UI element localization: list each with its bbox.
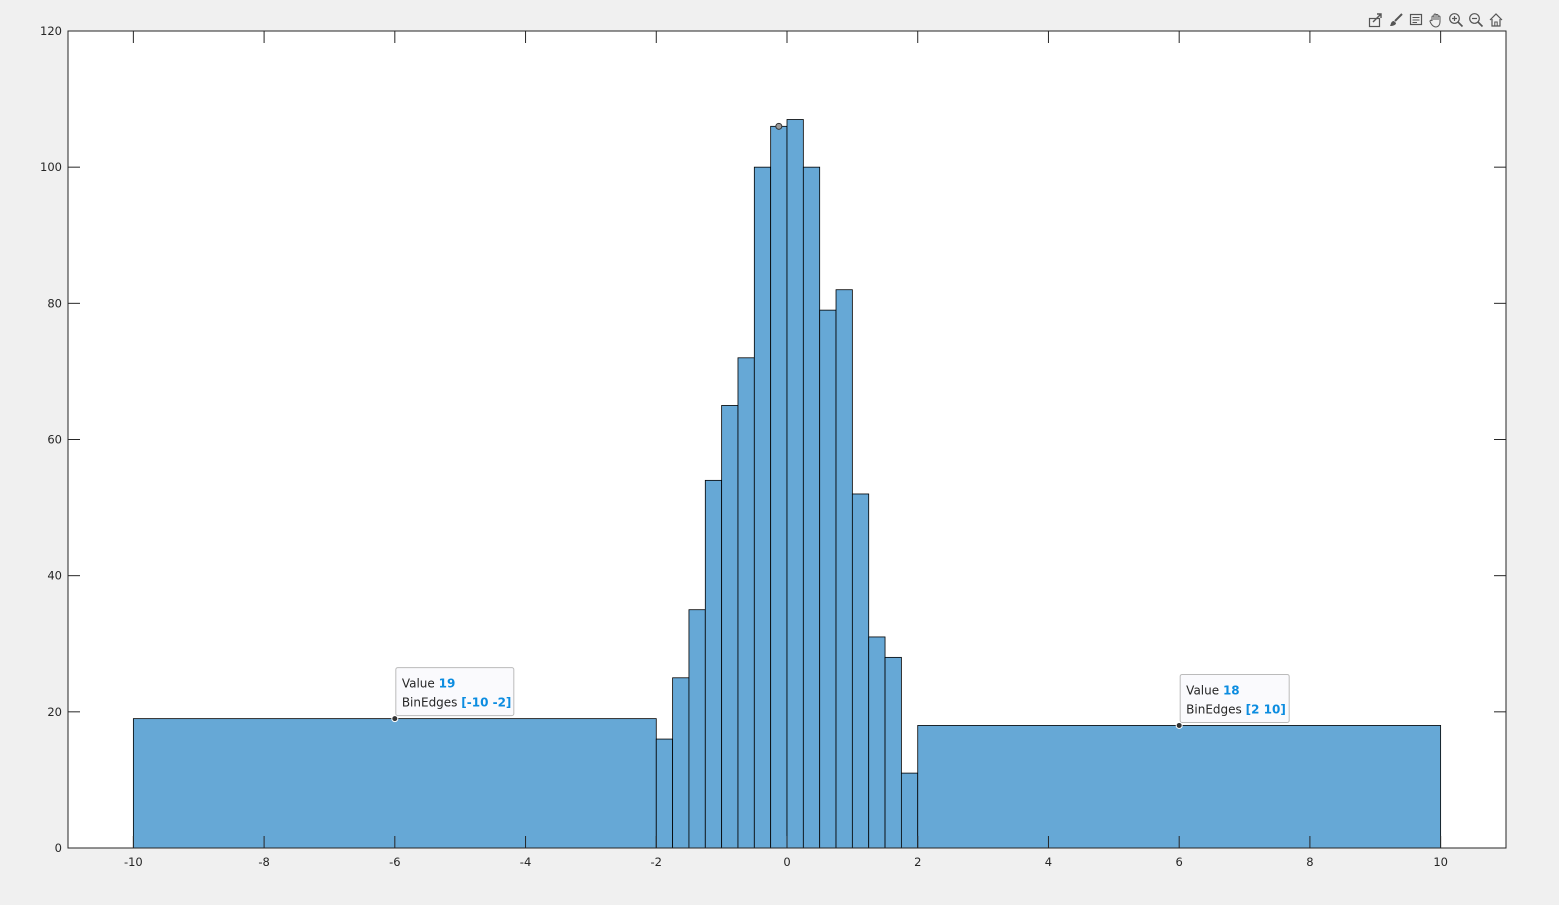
y-tick-label: 100	[40, 160, 62, 174]
x-tick-label: -10	[124, 855, 143, 869]
histogram-bar-4[interactable]	[704, 479, 723, 849]
x-tick-label: 0	[783, 855, 790, 869]
histogram-bar-8[interactable]	[770, 125, 788, 849]
histogram-bar-2[interactable]	[672, 677, 690, 849]
histogram-bar-13[interactable]	[851, 493, 870, 849]
datatip-marker-0	[775, 122, 783, 130]
x-tick-label: -4	[520, 855, 531, 869]
x-tick-label: 4	[1045, 855, 1052, 869]
histogram-bar-10[interactable]	[802, 166, 821, 849]
datatip-0[interactable]: Value 19 BinEdges [-10 -2]	[391, 667, 515, 723]
histogram-bar-7[interactable]	[753, 166, 772, 849]
histogram-bar-3[interactable]	[688, 609, 706, 849]
zoom-out-icon[interactable]	[1466, 11, 1485, 30]
histogram-bar-6[interactable]	[737, 357, 755, 849]
zoom-in-icon[interactable]	[1446, 11, 1465, 30]
datatip-point	[1175, 721, 1183, 729]
histogram-bar-5[interactable]	[721, 405, 739, 849]
x-tick-label: 8	[1306, 855, 1313, 869]
y-tick-label: 80	[47, 296, 62, 310]
y-tick-label: 60	[47, 433, 62, 447]
pan-icon[interactable]	[1426, 11, 1445, 30]
x-tick-label: -2	[651, 855, 662, 869]
home-icon[interactable]	[1486, 11, 1505, 30]
x-tick-label: 10	[1433, 855, 1448, 869]
axes-toolbar	[1366, 10, 1505, 30]
y-tick-label: 20	[47, 705, 62, 719]
histogram-bar-0[interactable]	[132, 718, 657, 849]
datatip-value-row: Value 19	[402, 677, 455, 691]
histogram-bar-11[interactable]	[819, 309, 837, 849]
histogram-bar-15[interactable]	[884, 656, 902, 849]
datatip-icon[interactable]	[1406, 11, 1425, 30]
datatip-edges-row: BinEdges [2 10]	[1186, 702, 1286, 716]
bars-group	[132, 119, 1442, 849]
x-tick-label: 6	[1176, 855, 1183, 869]
y-tick-label: 120	[40, 24, 62, 38]
datatip-edges-row: BinEdges [-10 -2]	[402, 696, 512, 710]
datatip-box	[1179, 673, 1290, 723]
histogram-bar-1[interactable]	[655, 738, 674, 849]
datatip-value-row: Value 18	[1186, 683, 1239, 697]
datatip-point	[391, 715, 399, 723]
datatip-box	[395, 667, 515, 717]
histogram-bar-12[interactable]	[835, 289, 853, 849]
histogram-bar-14[interactable]	[868, 636, 886, 849]
histogram-bar-9[interactable]	[786, 119, 804, 849]
y-tick-label: 0	[55, 841, 62, 855]
y-tick-label: 40	[47, 569, 62, 583]
datatip-1[interactable]: Value 18 BinEdges [2 10]	[1175, 673, 1290, 729]
histogram-bar-17[interactable]	[917, 725, 1442, 849]
export-icon[interactable]	[1366, 11, 1385, 30]
brush-icon[interactable]	[1386, 11, 1405, 30]
x-tick-label: -6	[389, 855, 400, 869]
histogram-bar-16[interactable]	[900, 772, 919, 849]
x-tick-label: 2	[914, 855, 921, 869]
x-tick-label: -8	[258, 855, 269, 869]
